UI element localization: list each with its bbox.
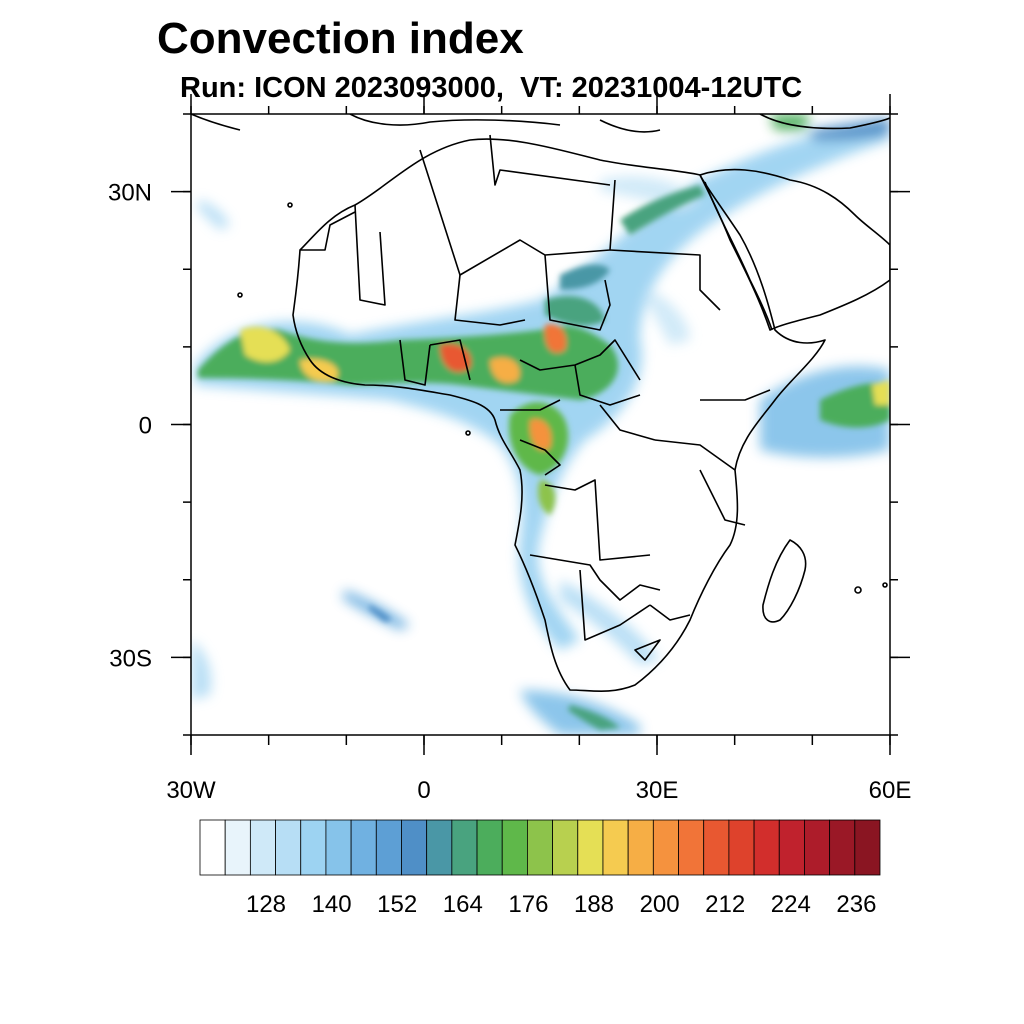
colorbar-swatch	[199, 819, 226, 876]
colorbar-labels: 128 140 152 164 176 188 200 212 224 236	[246, 891, 876, 918]
colorbar-swatch	[627, 819, 654, 876]
lat-tick-label: 0	[139, 413, 152, 440]
colorbar-swatch	[753, 819, 780, 876]
axis-ticks	[171, 94, 910, 755]
colorbar-swatch	[501, 819, 528, 876]
lon-tick-label: 30W	[166, 777, 216, 804]
colorbar-swatch	[476, 819, 503, 876]
colorbar-swatch	[224, 819, 251, 876]
lon-tick-label: 30E	[636, 777, 679, 804]
colorbar-swatch	[401, 819, 428, 876]
colorbar-label: 164	[443, 891, 483, 918]
coastlines	[191, 114, 890, 693]
colorbar-label: 200	[640, 891, 680, 918]
colorbar-swatch	[577, 819, 604, 876]
colorbar-swatch	[275, 819, 302, 876]
colorbar	[199, 819, 881, 876]
colorbar-label: 128	[246, 891, 286, 918]
colorbar-swatch	[325, 819, 352, 876]
colorbar-swatch	[426, 819, 453, 876]
colorbar-label: 212	[705, 891, 745, 918]
colorbar-swatch	[854, 819, 881, 876]
colorbar-swatch	[829, 819, 856, 876]
colorbar-swatch	[527, 819, 553, 876]
convection-field	[191, 114, 890, 735]
colorbar-swatch	[249, 819, 276, 876]
colorbar-label: 188	[574, 891, 614, 918]
colorbar-swatch	[728, 819, 755, 876]
colorbar-swatch	[652, 819, 679, 876]
colorbar-swatch	[350, 819, 377, 876]
colorbar-label: 176	[508, 891, 548, 918]
lon-tick-label: 60E	[869, 777, 912, 804]
colorbar-swatch	[552, 819, 579, 876]
lon-tick-label: 0	[417, 777, 430, 804]
colorbar-swatch	[602, 819, 629, 876]
colorbar-label: 140	[312, 891, 352, 918]
colorbar-swatch	[778, 819, 805, 876]
colorbar-swatch	[678, 819, 705, 876]
lat-tick-label: 30N	[108, 180, 152, 207]
colorbar-swatch	[375, 819, 402, 876]
colorbar-swatch	[703, 819, 730, 876]
axis-tick-labels: 30W 0 30E 60E 30N 0 30S	[108, 180, 911, 804]
colorbar-label: 236	[836, 891, 876, 918]
map-subtitle: Run: ICON 2023093000, VT: 20231004-12UTC	[180, 72, 803, 104]
colorbar-swatch	[300, 819, 327, 876]
colorbar-label: 224	[771, 891, 811, 918]
map-title: Convection index	[157, 14, 524, 63]
colorbar-swatch	[451, 819, 478, 876]
colorbar-label: 152	[377, 891, 417, 918]
lat-tick-label: 30S	[109, 645, 152, 672]
colorbar-swatch	[804, 819, 831, 876]
